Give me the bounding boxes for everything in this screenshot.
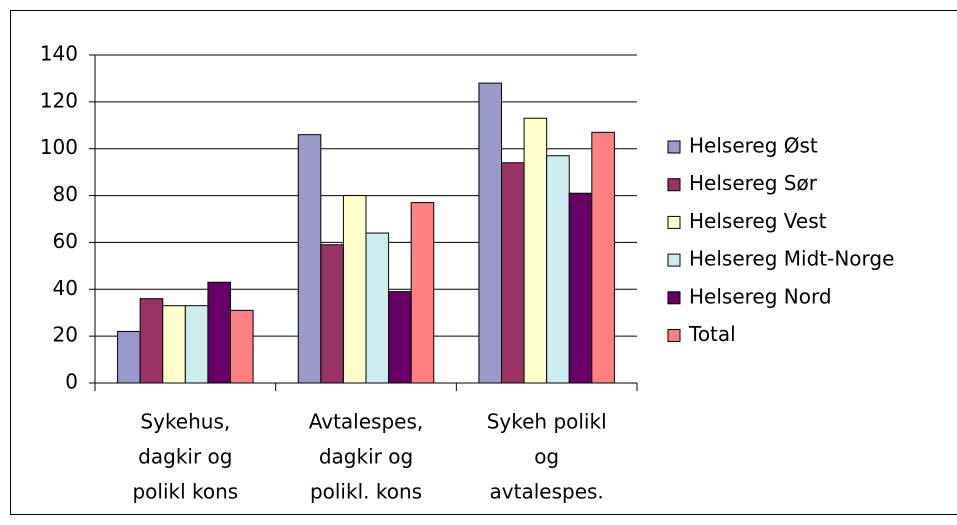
legend-swatch (667, 329, 681, 342)
bar (591, 131, 615, 384)
bar (365, 232, 390, 384)
legend-label: Helsereg Øst (689, 134, 818, 158)
x-tick-label: dagkir og (138, 445, 232, 469)
legend-swatch (667, 140, 681, 154)
x-tick-label: avtalespes. (490, 480, 604, 504)
y-tick-label: 140 (40, 42, 78, 66)
y-tick-label: 40 (53, 276, 78, 300)
bar (410, 202, 435, 384)
bar (117, 330, 141, 384)
chart-border (10, 10, 957, 515)
y-tick-label: 60 (53, 229, 78, 253)
bar (568, 192, 593, 384)
legend-swatch (667, 178, 681, 192)
x-tick-label: Avtalespes, (309, 410, 424, 434)
bar (139, 298, 164, 384)
bar (388, 291, 412, 384)
y-tick-label: 80 (53, 182, 78, 206)
legend-swatch (667, 253, 681, 267)
legend-label: Helsereg Midt-Norge (689, 247, 894, 271)
legend-label: Helsereg Vest (689, 209, 827, 233)
bar (546, 155, 570, 384)
legend-label: Helsereg Sør (689, 171, 818, 195)
bar (230, 309, 254, 384)
x-tick-label: polikl. kons (310, 480, 422, 504)
bar (297, 134, 322, 384)
bar (478, 82, 502, 384)
bar (501, 162, 525, 384)
bar (162, 305, 186, 384)
bar (523, 117, 548, 384)
y-tick-label: 100 (40, 135, 78, 159)
bar (207, 281, 232, 384)
x-tick-label: Sykeh polikl (487, 410, 607, 434)
bar (342, 195, 367, 384)
legend-label: Total (688, 322, 736, 346)
x-tick-label: og (534, 445, 559, 469)
y-tick-label: 0 (65, 370, 78, 394)
legend-swatch (667, 215, 681, 229)
bar (184, 305, 209, 384)
x-tick-label: Sykehus, (140, 410, 230, 434)
legend-label: Helsereg Nord (689, 284, 832, 308)
y-tick-label: 20 (53, 323, 78, 347)
bar (320, 244, 344, 384)
x-tick-label: dagkir og (319, 445, 413, 469)
legend-swatch (667, 291, 681, 305)
x-tick-label: polikl kons (132, 480, 238, 504)
y-tick-label: 120 (40, 88, 78, 112)
